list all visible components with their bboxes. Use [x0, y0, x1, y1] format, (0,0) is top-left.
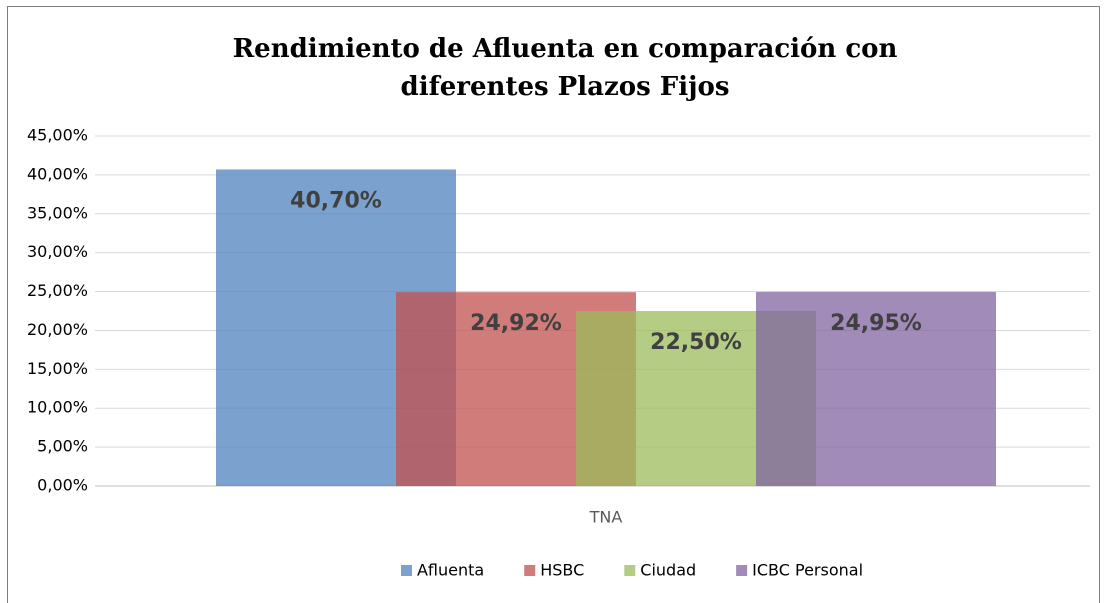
chart-title: Rendimiento de Afluenta en comparación c…: [233, 34, 898, 64]
y-tick-label: 25,00%: [27, 281, 88, 300]
data-label: 22,50%: [650, 330, 742, 355]
legend-label: Ciudad: [640, 561, 696, 580]
legend-swatch: [736, 565, 748, 576]
chart-subtitle: diferentes Plazos Fijos: [401, 72, 730, 102]
x-tick-label: TNA: [589, 508, 623, 527]
y-tick-label: 0,00%: [37, 476, 88, 495]
data-label: 24,95%: [830, 311, 922, 336]
y-tick-label: 10,00%: [27, 398, 88, 417]
y-tick-label: 40,00%: [27, 164, 88, 183]
data-label: 24,92%: [470, 311, 562, 336]
legend-label: ICBC Personal: [752, 561, 863, 580]
legend-swatch: [400, 565, 412, 576]
legend-label: HSBC: [540, 561, 584, 580]
bar: [756, 291, 996, 486]
y-tick-label: 45,00%: [27, 126, 88, 145]
legend-swatch: [524, 565, 536, 576]
y-tick-label: 35,00%: [27, 203, 88, 222]
y-tick-label: 5,00%: [37, 437, 88, 456]
data-label: 40,70%: [290, 188, 382, 213]
legend-swatch: [624, 565, 636, 576]
y-tick-label: 15,00%: [27, 359, 88, 378]
y-tick-label: 20,00%: [27, 320, 88, 339]
y-tick-label: 30,00%: [27, 242, 88, 261]
legend-label: Afluenta: [417, 561, 484, 580]
